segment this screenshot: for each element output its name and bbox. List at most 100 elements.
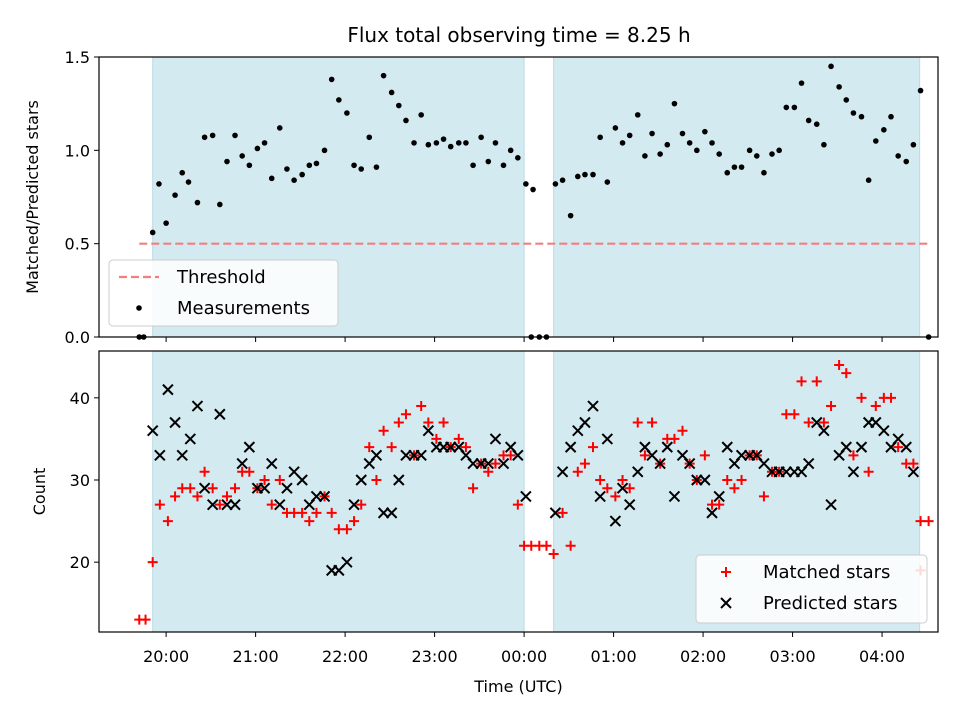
matched-stars-point <box>886 392 897 403</box>
measurement-point <box>738 164 745 170</box>
predicted-stars-point <box>713 490 725 503</box>
matched-stars-point <box>371 474 382 485</box>
matched-stars-point <box>818 417 829 428</box>
predicted-stars-point <box>609 515 622 527</box>
measurement-point <box>470 162 476 169</box>
measurement-point <box>597 134 603 141</box>
legend-predicted-label: Predicted stars <box>763 593 897 614</box>
matched-stars-point <box>490 458 501 469</box>
predicted-stars-point <box>520 490 532 503</box>
measurement-point <box>425 141 432 148</box>
measurement-point <box>559 177 566 183</box>
measurement-point <box>612 125 619 131</box>
matched-stars-point <box>221 491 232 502</box>
axes-frame <box>98 350 939 633</box>
measurement-point <box>156 181 162 187</box>
measurement-point <box>299 171 305 178</box>
measurement-point <box>798 80 805 86</box>
predicted-stars-point <box>623 498 636 511</box>
measurement-point <box>179 169 186 176</box>
matched-stars-point <box>617 474 628 485</box>
y-tick-label: 0.5 <box>65 235 90 254</box>
matched-stars-point <box>595 474 606 485</box>
bottom-panel-counts: 20 30 40 20:00 21:00 22:00 23:00 00:00 01:00 02:0… <box>30 350 939 696</box>
predicted-stars-point <box>802 457 815 470</box>
x-tick-label: 20:00 <box>143 647 189 666</box>
predicted-stars-point <box>847 466 860 478</box>
predicted-stars-point <box>176 449 188 462</box>
matched-stars-point <box>789 409 800 420</box>
matched-stars-point <box>632 417 643 428</box>
x-tick-label: 00:00 <box>501 647 547 666</box>
measurement-point <box>709 140 715 146</box>
predicted-stars-point <box>146 424 159 437</box>
predicted-stars-point <box>900 441 912 453</box>
measurement-point <box>881 127 887 133</box>
matched-stars-point <box>841 368 852 379</box>
predicted-stars-point <box>878 424 890 437</box>
predicted-stars-point <box>184 433 196 445</box>
predicted-stars-point <box>318 490 331 503</box>
matched-stars-point <box>230 483 241 494</box>
measurement-point <box>239 153 245 159</box>
matched-stars-point <box>669 433 680 444</box>
legend-measurements-label: Measurements <box>177 298 310 319</box>
measurement-point <box>433 140 440 146</box>
predicted-stars-point <box>482 457 495 470</box>
matched-stars-point <box>154 499 165 510</box>
measurement-point <box>276 125 283 131</box>
matched-stars-point <box>453 433 464 444</box>
y-tick-label: 20 <box>70 553 90 572</box>
measurement-point <box>865 177 872 183</box>
matched-stars-point <box>170 491 181 502</box>
measurement-point <box>306 162 313 169</box>
measurement-point <box>321 147 328 154</box>
legend: Matched stars Predicted stars <box>695 554 928 624</box>
matched-stars-point <box>856 392 867 403</box>
measurement-point <box>313 160 320 167</box>
measurement-point <box>761 169 767 176</box>
predicted-stars-point <box>564 441 577 453</box>
measurement-point <box>172 192 178 198</box>
matched-stars-point <box>811 376 822 387</box>
matched-stars-point <box>207 483 218 494</box>
measurement-point <box>284 166 290 172</box>
measurement-point <box>500 162 507 169</box>
predicted-stars-point <box>198 482 211 494</box>
measurement-point <box>828 63 834 70</box>
measurement-point <box>201 134 208 141</box>
predicted-stars-point <box>348 498 360 511</box>
predicted-stars-point <box>266 457 278 470</box>
measurement-point <box>373 164 380 170</box>
matched-stars-point <box>364 442 375 453</box>
predicted-stars-point <box>355 474 367 486</box>
measurement-point <box>185 179 192 185</box>
y-axis-label: Matched/Predicted stars <box>23 100 42 294</box>
measurement-point <box>590 171 596 178</box>
measurement-point <box>567 212 574 219</box>
predicted-stars-point <box>236 457 248 470</box>
matched-stars-point <box>259 474 270 485</box>
measurement-point <box>813 121 820 127</box>
predicted-stars-point <box>907 466 920 478</box>
measurement-point <box>783 104 790 111</box>
legend-box <box>108 259 339 327</box>
matched-stars-point <box>863 466 874 477</box>
measurement-point <box>328 76 335 83</box>
matched-stars-point <box>736 474 747 485</box>
predicted-stars-point <box>818 424 830 437</box>
predicted-stars-point <box>594 490 606 503</box>
measurement-point <box>440 136 447 142</box>
measurement-point <box>679 130 686 137</box>
predicted-stars-point <box>154 449 166 462</box>
matched-stars-point <box>341 524 352 535</box>
matched-stars-point <box>699 450 710 461</box>
measurement-point <box>447 143 454 150</box>
matched-stars-point <box>579 458 590 469</box>
measurement-point <box>634 112 641 118</box>
matched-stars-point <box>870 401 881 412</box>
measurement-point <box>232 132 238 139</box>
y-axis-label: Count <box>30 468 49 516</box>
matched-stars-point <box>185 483 196 494</box>
